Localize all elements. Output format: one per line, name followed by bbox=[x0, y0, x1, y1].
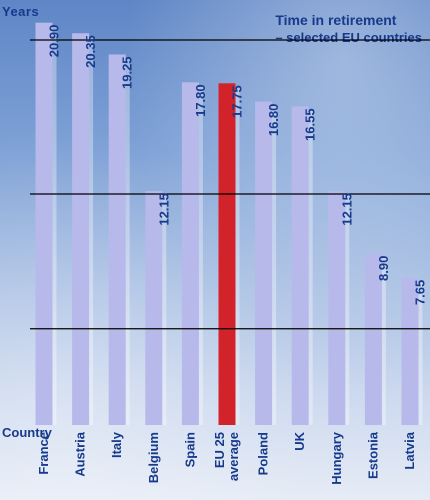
chart-title-box: Time in retirement – selected EU countri… bbox=[275, 12, 422, 45]
value-label: 19.25 bbox=[120, 56, 135, 89]
bar bbox=[181, 82, 199, 425]
chart-subtitle: – selected EU countries bbox=[275, 30, 422, 45]
value-label: 16.55 bbox=[303, 108, 318, 141]
value-label: 12.15 bbox=[156, 193, 171, 226]
category-label: Austria bbox=[73, 431, 88, 477]
value-label: 17.75 bbox=[230, 85, 245, 118]
bar bbox=[328, 191, 346, 425]
category-label: Latvia bbox=[402, 431, 417, 469]
value-label: 20.35 bbox=[83, 35, 98, 68]
value-label: 12.15 bbox=[339, 193, 354, 226]
x-axis-label: Country bbox=[2, 425, 52, 440]
category-label: Hungary bbox=[329, 431, 344, 485]
category-label: France bbox=[36, 432, 51, 475]
category-label: UK bbox=[292, 431, 307, 450]
category-label: Belgium bbox=[146, 432, 161, 483]
value-labels: 20.90 20.35 19.25 12.15 17.80 17.75 16.80 16.55… bbox=[47, 25, 428, 305]
category-labels: France Austria Italy Belgium Spain EU 25 avera… bbox=[36, 431, 417, 485]
bars bbox=[35, 22, 423, 426]
gridlines bbox=[30, 39, 430, 330]
value-label: 20.90 bbox=[47, 25, 62, 58]
bar bbox=[364, 253, 382, 425]
category-label: Poland bbox=[256, 432, 271, 475]
category-label: EU 25 bbox=[212, 432, 227, 468]
bar bbox=[145, 191, 163, 425]
chart-title: Time in retirement bbox=[275, 12, 397, 28]
category-label: Italy bbox=[109, 431, 124, 458]
y-axis-label: Years bbox=[2, 4, 40, 19]
bar bbox=[35, 22, 53, 426]
bar-highlight bbox=[218, 83, 236, 425]
bar bbox=[401, 277, 419, 425]
bar bbox=[108, 54, 126, 425]
bar bbox=[255, 101, 273, 425]
category-label: average bbox=[226, 432, 241, 481]
category-label: Estonia bbox=[365, 431, 380, 479]
bar bbox=[72, 33, 90, 425]
category-label: Spain bbox=[182, 432, 197, 467]
value-label: 7.65 bbox=[413, 280, 428, 305]
value-label: 17.80 bbox=[193, 84, 208, 117]
bar bbox=[291, 106, 309, 425]
value-label: 8.90 bbox=[376, 256, 391, 281]
value-label: 16.80 bbox=[266, 104, 281, 137]
